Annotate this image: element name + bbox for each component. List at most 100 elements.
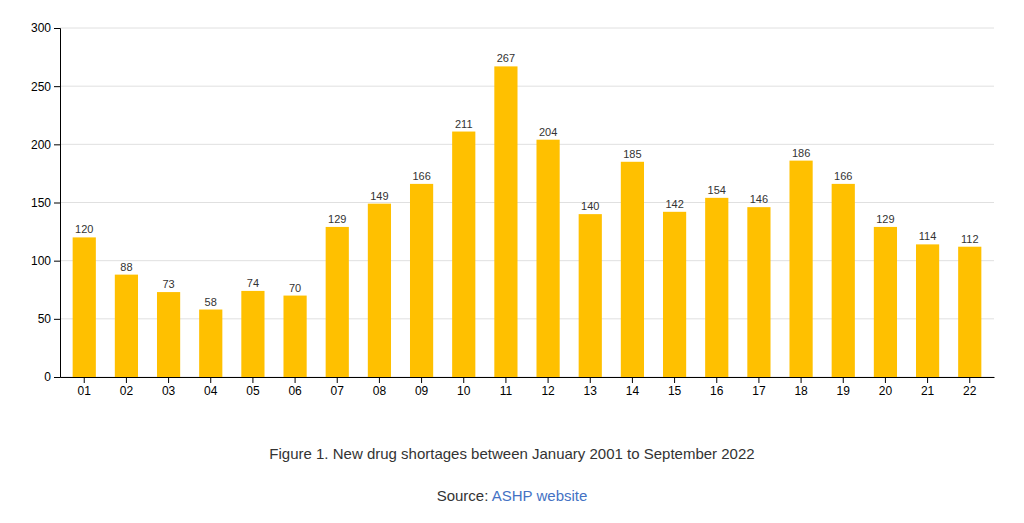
x-tick-label: 11 (500, 384, 513, 398)
data-label: 129 (328, 213, 346, 225)
x-tick: 18 (794, 377, 808, 398)
x-tick: 07 (331, 377, 345, 398)
y-tick: 100 (31, 254, 60, 268)
data-label: 120 (75, 223, 93, 235)
x-tick-mark (716, 377, 717, 383)
x-tick: 02 (120, 377, 134, 398)
x-tick: 13 (584, 377, 598, 398)
bar (663, 212, 686, 377)
data-label: 114 (919, 230, 937, 242)
x-tick-mark (590, 377, 591, 383)
y-tick-mark (54, 86, 60, 87)
x-tick: 01 (78, 377, 92, 398)
x-tick-mark (421, 377, 422, 383)
x-tick: 19 (837, 377, 851, 398)
source-part: Source: (437, 487, 492, 504)
x-tick-mark (337, 377, 338, 383)
bar (368, 204, 391, 377)
y-tick: 50 (38, 312, 60, 326)
data-label: 88 (120, 261, 132, 273)
x-tick-label: 15 (668, 384, 682, 398)
bar (789, 161, 812, 377)
y-tick: 0 (44, 370, 60, 384)
x-tick-label: 17 (752, 384, 766, 398)
data-label: 154 (708, 184, 726, 196)
x-tick: 10 (457, 377, 471, 398)
data-label: 74 (247, 277, 259, 289)
y-tick-mark (54, 144, 60, 145)
bar (621, 162, 644, 377)
x-tick-label: 14 (626, 384, 640, 398)
data-label: 204 (539, 126, 557, 138)
y-tick-mark (54, 203, 60, 204)
bar (115, 275, 138, 377)
x-tick: 17 (752, 377, 766, 398)
source-part: ASHP website (492, 487, 588, 504)
x-tick-mark (885, 377, 886, 383)
x-tick-mark (505, 377, 506, 383)
x-axis: 0102030405060708091011121314151617181920… (61, 377, 995, 398)
x-tick: 21 (921, 377, 935, 398)
bar (958, 247, 981, 377)
plot: 0102030405060708091011121314151617181920… (31, 21, 995, 397)
bar (832, 184, 855, 377)
y-tick-mark (54, 319, 60, 320)
x-tick: 09 (415, 377, 429, 398)
x-tick: 08 (373, 377, 387, 398)
bar (157, 292, 180, 377)
x-tick: 03 (162, 377, 176, 398)
x-tick-label: 13 (584, 384, 598, 398)
x-tick-label: 09 (415, 384, 429, 398)
x-tick: 20 (879, 377, 893, 398)
bars (73, 66, 982, 377)
bar (705, 198, 728, 377)
x-tick: 06 (288, 377, 302, 398)
y-axis: 050100150200250300 (31, 21, 61, 384)
x-tick-label: 21 (921, 384, 935, 398)
y-tick-mark (54, 28, 60, 29)
y-tick-label: 300 (31, 21, 51, 35)
y-tick-label: 0 (44, 370, 51, 384)
data-label: 149 (370, 190, 388, 202)
bar (283, 296, 306, 377)
x-tick-mark (126, 377, 127, 383)
source-line: Source: ASHP website (437, 487, 588, 504)
x-tick-label: 07 (331, 384, 345, 398)
x-tick-label: 06 (288, 384, 302, 398)
y-tick: 300 (31, 21, 60, 35)
bar (536, 140, 559, 377)
bar (747, 207, 770, 377)
x-tick: 14 (626, 377, 640, 398)
bar (916, 244, 939, 377)
x-tick-mark (969, 377, 970, 383)
x-tick-label: 22 (963, 384, 977, 398)
y-tick-mark (54, 377, 60, 378)
data-labels: 1208873587470129149166211267204140185142… (75, 52, 978, 307)
y-tick-label: 200 (31, 138, 51, 152)
grid-line (60, 144, 994, 145)
bar (874, 227, 897, 377)
bar (452, 132, 475, 377)
x-tick: 04 (204, 377, 218, 398)
data-label: 166 (412, 170, 430, 182)
y-tick-label: 150 (31, 196, 51, 210)
y-tick: 150 (31, 196, 60, 210)
data-label: 166 (834, 170, 852, 182)
bar (73, 237, 96, 377)
x-tick-mark (843, 377, 844, 383)
data-label: 267 (497, 52, 515, 64)
x-tick-mark (168, 377, 169, 383)
x-tick-label: 18 (794, 384, 808, 398)
data-label: 146 (750, 193, 768, 205)
axis-domain (61, 377, 995, 378)
x-tick: 05 (246, 377, 260, 398)
y-tick: 200 (31, 138, 60, 152)
data-label: 142 (665, 198, 683, 210)
y-tick-label: 100 (31, 254, 51, 268)
x-tick-mark (84, 377, 85, 383)
x-tick-label: 05 (246, 384, 260, 398)
x-tick-mark (379, 377, 380, 383)
y-tick-mark (54, 261, 60, 262)
data-label: 140 (581, 200, 599, 212)
data-label: 58 (205, 296, 217, 308)
